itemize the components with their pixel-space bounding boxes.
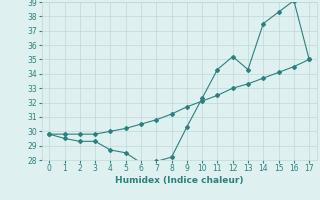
X-axis label: Humidex (Indice chaleur): Humidex (Indice chaleur) <box>115 176 244 185</box>
